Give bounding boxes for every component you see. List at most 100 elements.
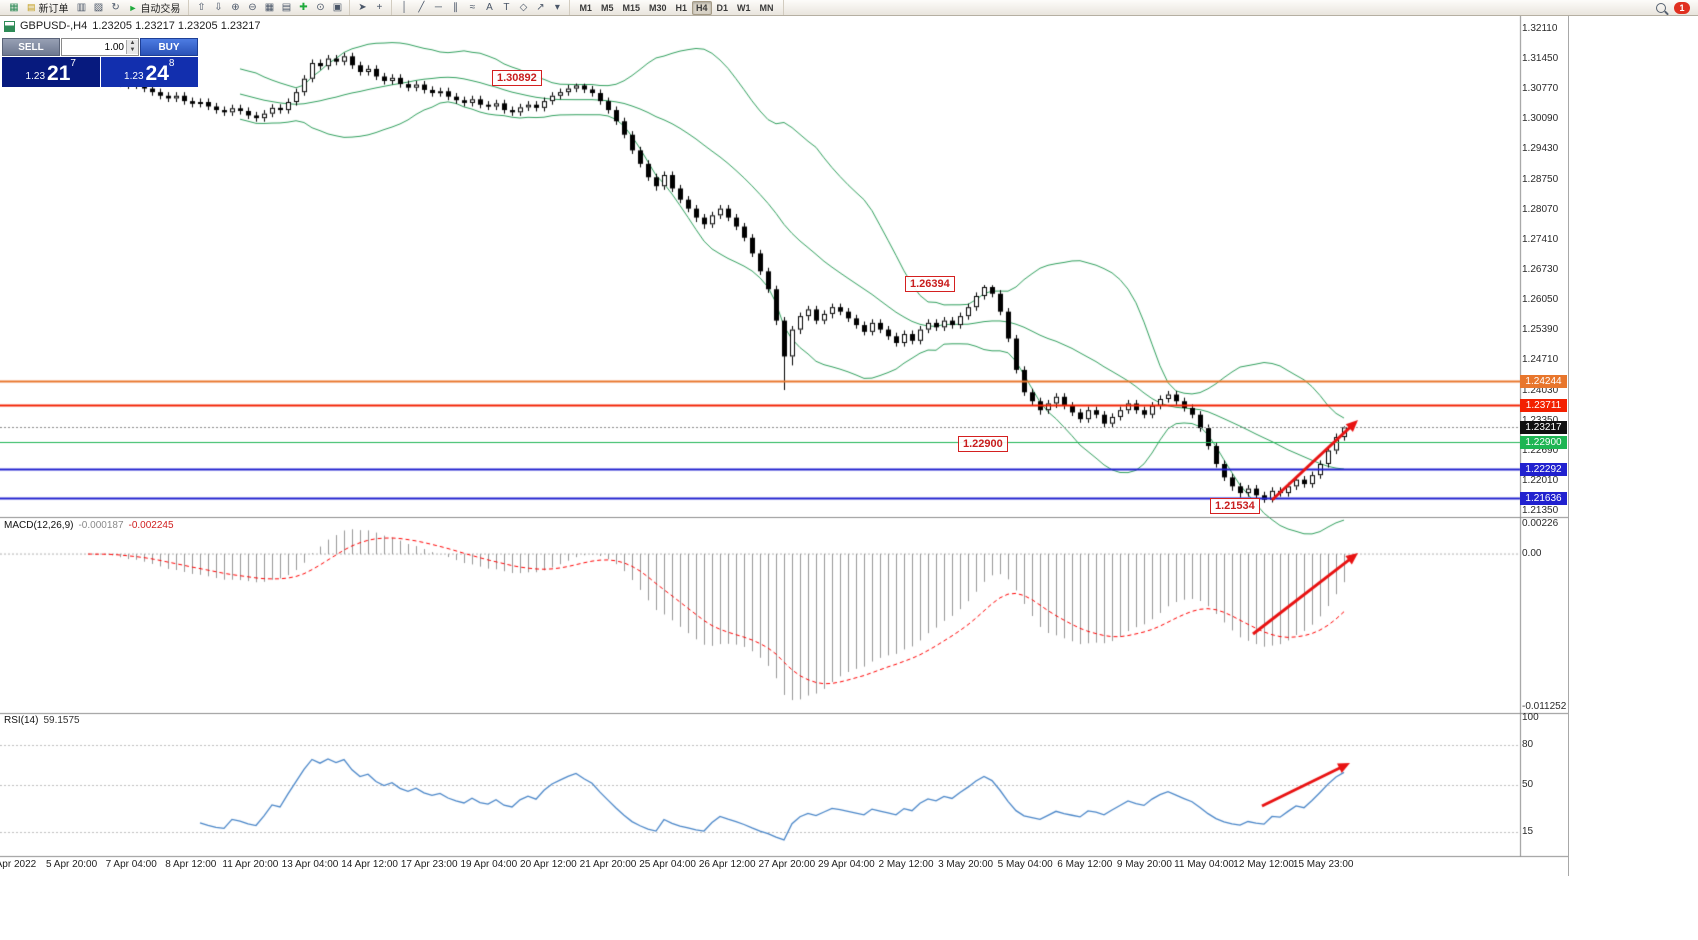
time-axis-label: 14 Apr 12:00	[341, 859, 398, 870]
macd-axis-label: -0.011252	[1522, 701, 1567, 712]
rsi-axis-label: 50	[1522, 779, 1534, 790]
toolbar-group: ➤ +	[350, 0, 393, 15]
timeframe-button-m5[interactable]: M5	[600, 2, 614, 13]
period-icon[interactable]: ⊙	[316, 2, 325, 13]
chart-price-label[interactable]: 1.30892	[492, 70, 542, 86]
price-axis-label: 1.22690	[1522, 444, 1559, 456]
current-price-tag: 1.23217	[1520, 421, 1567, 435]
toolbar-group: │ ╱ ─ ∥ ≈ A T ◇ ↗ ▾	[392, 0, 571, 15]
buy-button[interactable]: BUY	[140, 38, 198, 56]
level-price-tag: 1.22292	[1520, 462, 1567, 476]
time-axis-label: 12 May 12:00	[1233, 859, 1294, 870]
horizontal-line-icon[interactable]: ─	[434, 2, 442, 13]
price-axis-label: 1.28750	[1522, 173, 1559, 185]
ask-price-point: 8	[168, 58, 175, 69]
timeframe-button-m1[interactable]: M1	[579, 2, 592, 13]
cursor-icon[interactable]: ➤	[358, 2, 367, 13]
chart-price-label[interactable]: 1.26394	[905, 276, 955, 292]
auto-trading-icon: ►	[128, 2, 138, 13]
time-axis-label: 21 Apr 20:00	[579, 859, 637, 870]
refresh-icon[interactable]: ↻	[111, 2, 120, 13]
sell-button[interactable]: SELL	[2, 38, 60, 56]
label-icon[interactable]: T	[503, 2, 510, 13]
price-axis-label: 1.29430	[1522, 143, 1559, 155]
zoom-out-icon[interactable]: ⊖	[248, 2, 257, 13]
snapshot-icon[interactable]: ▣	[332, 2, 343, 13]
time-axis-label: 20 Apr 12:00	[520, 859, 577, 870]
bid-price-point: 7	[70, 58, 76, 69]
text-icon[interactable]: A	[486, 2, 493, 13]
time-axis-label: 6 May 12:00	[1057, 859, 1113, 870]
chart-price-label[interactable]: 1.21534	[1210, 498, 1260, 514]
ask-price-prefix: 1.23	[124, 71, 144, 82]
vertical-line-icon[interactable]: │	[401, 2, 408, 13]
timeframe-button-w1[interactable]: W1	[737, 2, 751, 13]
chart-symbol-period: GBPUSD-,H4	[20, 20, 88, 32]
ask-quote[interactable]: 1.23 24 8	[100, 57, 198, 87]
rsi-name: RSI(14)	[4, 715, 39, 726]
time-axis-label: 4 Apr 2022	[0, 859, 37, 870]
chart-canvas[interactable]	[0, 16, 1568, 876]
one-click-row-actions: SELL ▲ ▼ BUY	[2, 38, 198, 56]
shapes-icon[interactable]: ◇	[519, 2, 528, 13]
time-axis-label: 19 Apr 04:00	[460, 859, 518, 870]
tile-windows-icon[interactable]: ▦	[264, 2, 275, 13]
price-axis-label: 1.27410	[1522, 233, 1559, 245]
price-axis-label: 1.24030	[1522, 384, 1559, 396]
price-axis-label: 1.23350	[1522, 415, 1558, 426]
level-price-tag: 1.21636	[1520, 492, 1567, 506]
new-order-icon: ▤	[27, 2, 36, 12]
price-axis-label: 1.25390	[1522, 324, 1559, 336]
timeframe-button-d1[interactable]: D1	[716, 2, 729, 13]
price-axis-label: 1.24710	[1522, 354, 1559, 366]
profiles-icon[interactable]: ▨	[93, 2, 104, 13]
macd-axis-label: 0.00	[1522, 548, 1542, 560]
chart-window: GBPUSD-,H4 1.23205 1.23217 1.23205 1.232…	[0, 16, 1569, 876]
toolbar: ▦ ▤ 新订单 ▥ ▨ ↻ ► 自动交易 ⇧ ⇩ ⊕ ⊖ ▦ ▤ ✚ ⊙ ▣ ➤ + │ ╱ ─ ∥ ≈ A T ◇ ↗ ▾ M1 M5 M…	[0, 0, 1698, 16]
cascade-windows-icon[interactable]: ▤	[281, 2, 292, 13]
lot-decrease-icon[interactable]: ▼	[127, 47, 138, 54]
zoom-in-icon[interactable]: ⊕	[231, 2, 240, 13]
timeframe-button-m30[interactable]: M30	[648, 2, 667, 13]
lot-increase-icon[interactable]: ▲	[127, 40, 138, 47]
auto-trading-button[interactable]: ► 自动交易	[125, 1, 185, 16]
timeframe-button-h4[interactable]: H4	[692, 0, 712, 15]
trendline-icon[interactable]: ╱	[418, 2, 425, 13]
price-axis-label: 1.26730	[1522, 264, 1559, 275]
time-axis-label: 3 May 20:00	[938, 859, 994, 870]
chart-price-label[interactable]: 1.22900	[958, 436, 1008, 452]
app-logo-icon[interactable]: ▦	[9, 2, 19, 13]
time-axis-label: 26 Apr 12:00	[698, 859, 756, 870]
rsi-value: 59.1575	[43, 715, 80, 726]
macd-name: MACD(12,26,9)	[4, 520, 74, 531]
rsi-axis-label: 100	[1522, 712, 1539, 723]
price-axis-label: 1.30770	[1522, 83, 1559, 95]
dropdown-icon[interactable]: ▾	[554, 2, 560, 13]
arrow-tool-icon[interactable]: ↗	[536, 2, 545, 13]
time-axis-label: 9 May 20:00	[1116, 859, 1172, 870]
price-axis-label: 1.30090	[1522, 113, 1559, 125]
time-axis-label: 2 May 12:00	[878, 859, 934, 870]
new-order-button[interactable]: ▤ 新订单	[23, 1, 73, 15]
chart-window-icon[interactable]: ▥	[76, 2, 87, 13]
one-click-row-quotes: 1.23 21 7 1.23 24 8	[2, 57, 198, 87]
channel-icon[interactable]: ∥	[452, 2, 458, 13]
timeframe-button-h1[interactable]: H1	[675, 2, 688, 13]
dock-down-icon[interactable]: ⇩	[214, 2, 223, 13]
new-chart-icon[interactable]: ✚	[299, 2, 308, 13]
dock-up-icon[interactable]: ⇧	[197, 2, 206, 13]
notification-badge[interactable]: 1	[1674, 1, 1690, 14]
time-axis-label: 29 Apr 04:00	[818, 859, 875, 870]
level-price-tag: 1.24244	[1520, 375, 1567, 389]
search-icon[interactable]	[1656, 2, 1666, 13]
time-axis-label: 11 Apr 20:00	[222, 859, 279, 870]
timeframe-button-m15[interactable]: M15	[622, 2, 640, 13]
timeframe-button-mn[interactable]: MN	[759, 2, 774, 13]
lot-size-input[interactable]	[62, 40, 126, 54]
crosshair-icon[interactable]: +	[376, 2, 383, 13]
level-price-tag: 1.22900	[1520, 435, 1567, 449]
fibonacci-icon[interactable]: ≈	[469, 2, 476, 13]
bid-quote[interactable]: 1.23 21 7	[2, 57, 100, 87]
lot-size-stepper: ▲ ▼	[126, 40, 138, 54]
new-order-button-label: 新订单	[38, 4, 69, 15]
